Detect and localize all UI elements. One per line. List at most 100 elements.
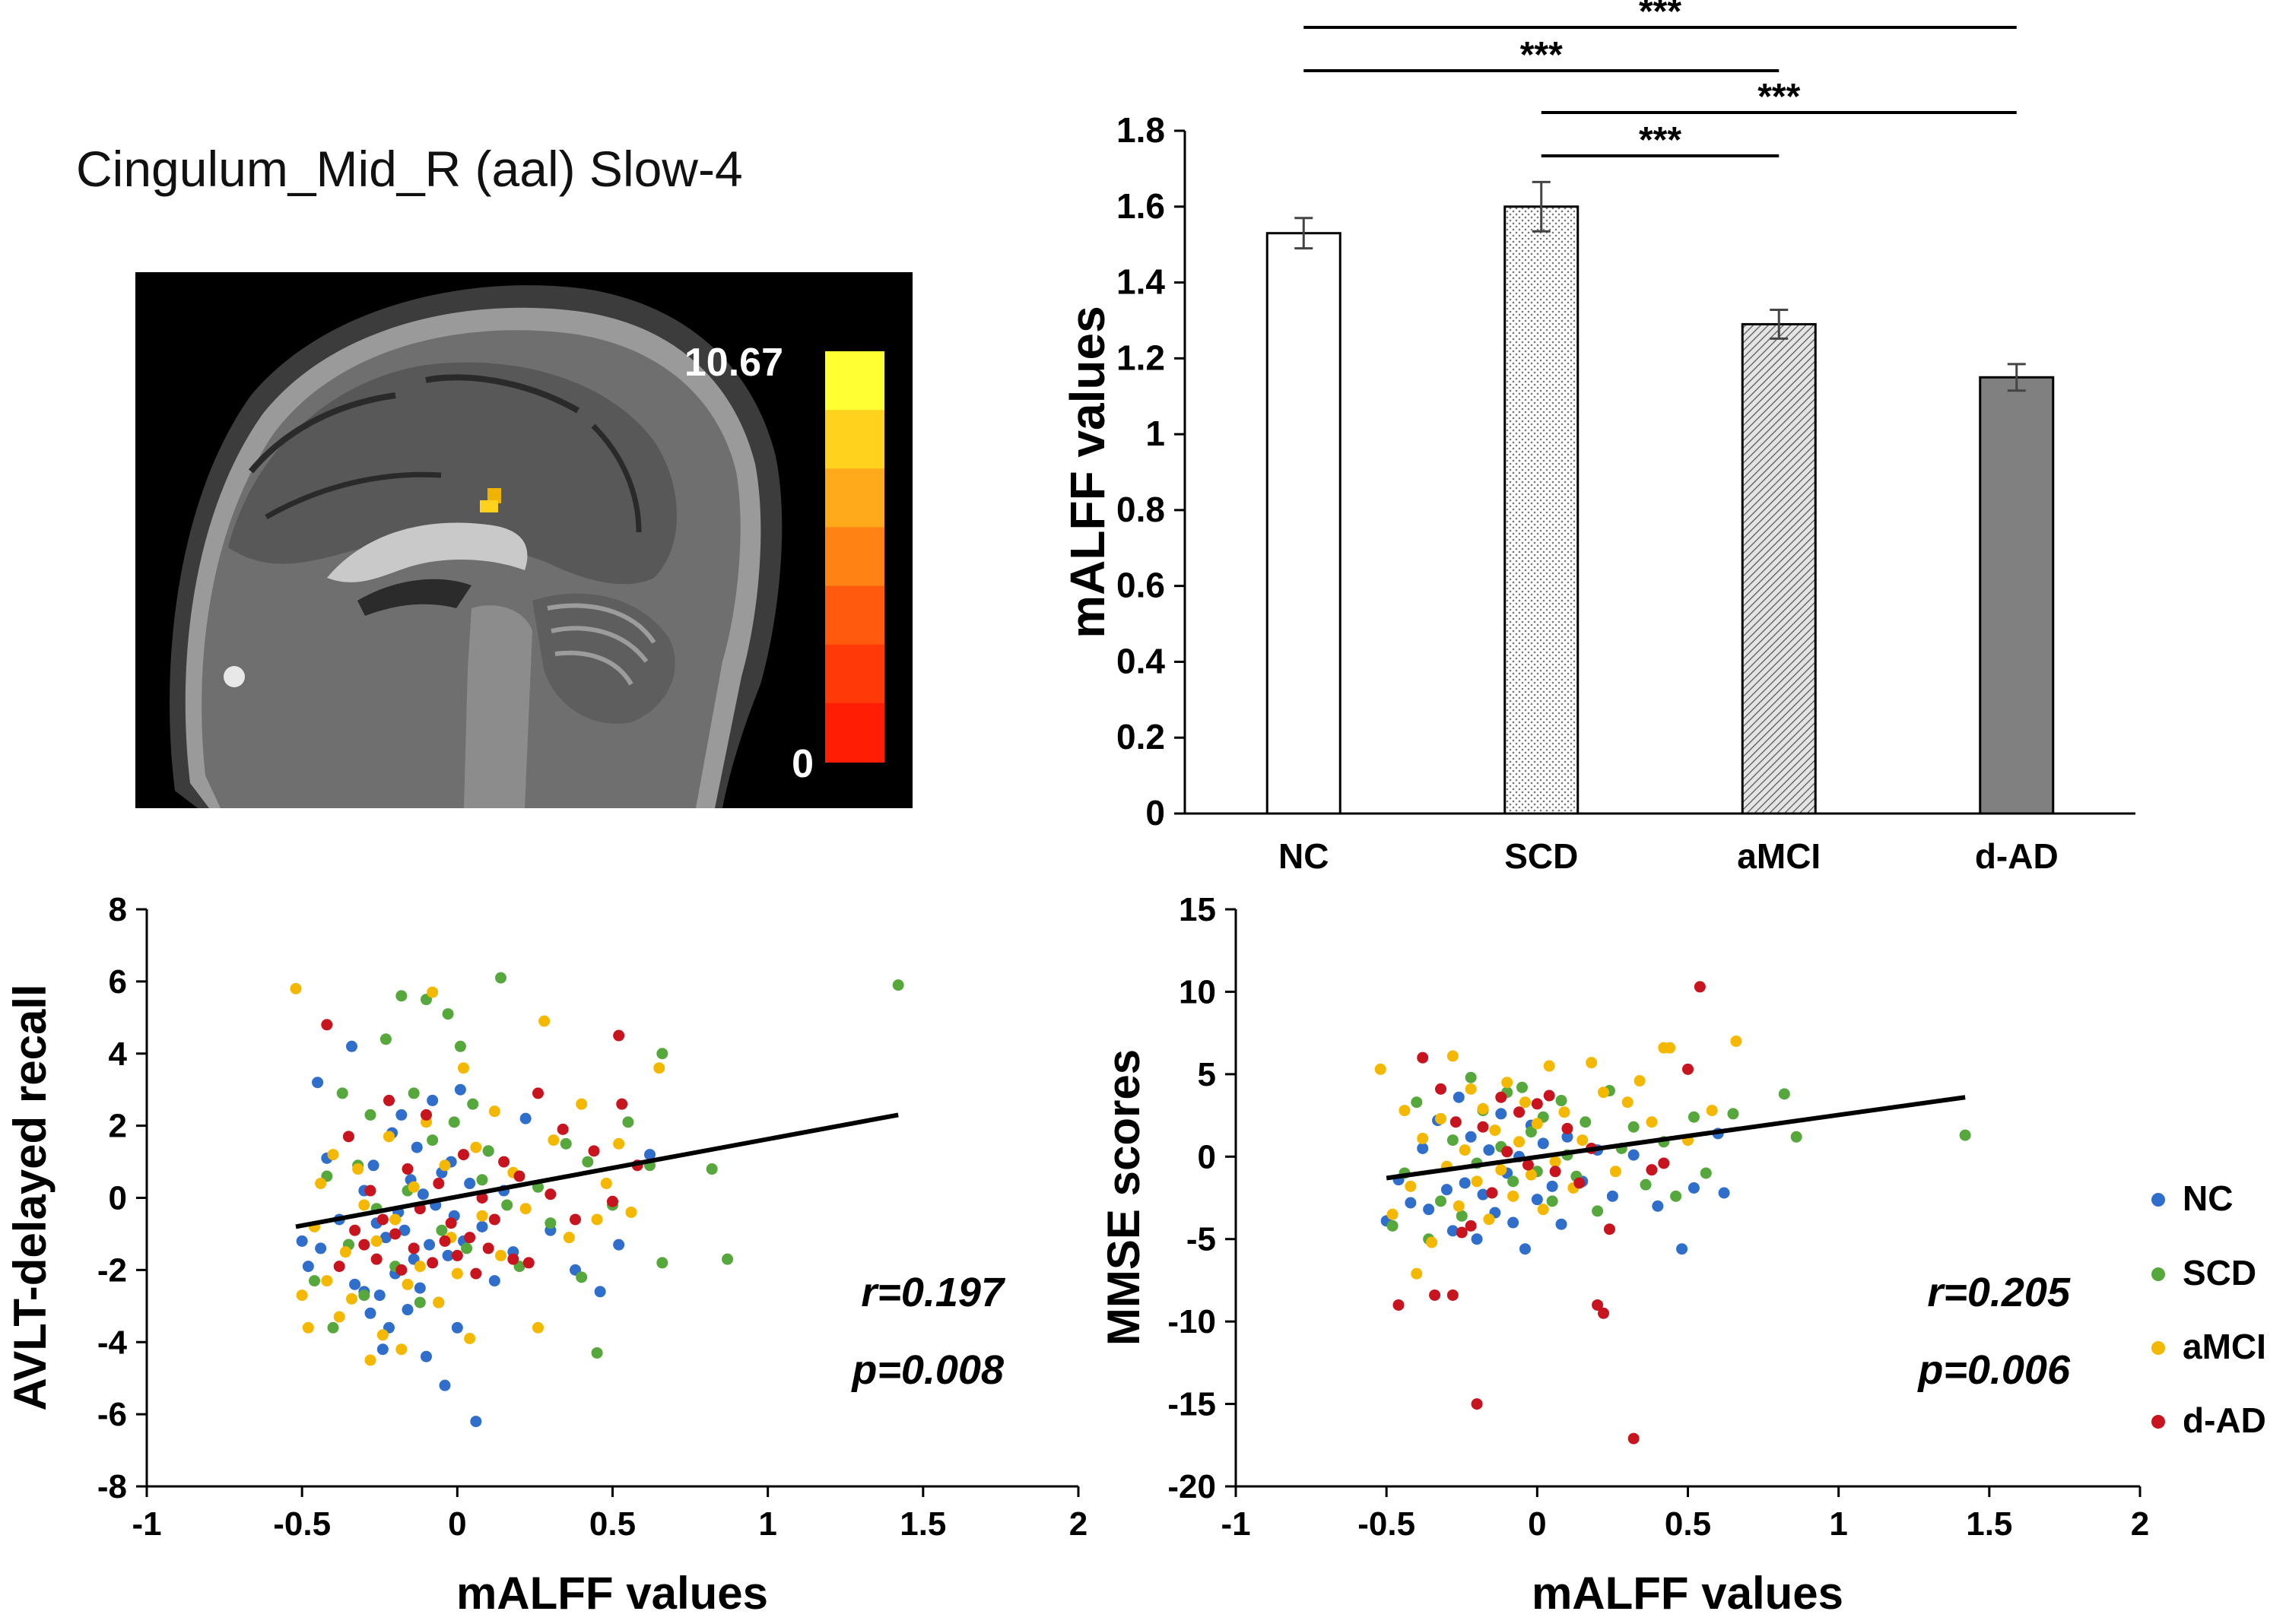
point-d-AD xyxy=(1573,1177,1586,1189)
scatter-mmse: -1 -0.5 0 0.5 1 1.5 2 -20 -15 -10 -5 0 5 10 15 r=0.205… xyxy=(1098,891,2149,1619)
point-aMCI xyxy=(1543,1060,1555,1072)
point-SCD xyxy=(545,1217,557,1229)
point-SCD xyxy=(427,1134,439,1147)
point-d-AD xyxy=(1682,1063,1694,1075)
point-d-AD xyxy=(421,1109,432,1121)
point-aMCI xyxy=(1459,1144,1471,1156)
point-aMCI xyxy=(408,1181,420,1193)
bar-y-tick-label: 0.6 xyxy=(1116,566,1165,605)
point-aMCI xyxy=(1531,1118,1543,1130)
point-d-AD xyxy=(333,1261,345,1273)
point-NC xyxy=(1507,1216,1519,1229)
y-tick-label: 15 xyxy=(1179,891,1216,928)
point-aMCI xyxy=(653,1062,665,1074)
point-aMCI xyxy=(302,1321,314,1334)
point-SCD xyxy=(476,1174,488,1186)
point-NC xyxy=(1446,1225,1459,1237)
point-SCD xyxy=(1778,1088,1790,1100)
point-NC xyxy=(1465,1131,1477,1143)
point-d-AD xyxy=(1694,981,1706,993)
point-d-AD xyxy=(349,1224,361,1236)
activation-cluster xyxy=(487,488,501,503)
colorbar xyxy=(825,351,884,763)
point-d-AD xyxy=(364,1185,376,1197)
point-NC xyxy=(1477,1188,1489,1201)
point-NC xyxy=(395,1109,408,1121)
figure-title: Cingulum_Mid_R (aal) Slow-4 xyxy=(76,141,743,197)
point-d-AD xyxy=(1522,1159,1534,1171)
significance-brackets: *** *** *** *** xyxy=(1303,0,2017,160)
point-NC xyxy=(644,1149,656,1161)
y-tick-label: 8 xyxy=(109,891,127,928)
point-SCD xyxy=(1688,1111,1700,1123)
bar-NC xyxy=(1265,232,1341,815)
avlt-points xyxy=(290,972,904,1428)
mmse-p-annotation: p=0.006 xyxy=(1916,1347,2071,1393)
mmse-y-axis-label: MMSE scores xyxy=(1098,1049,1149,1346)
point-NC xyxy=(312,1077,324,1089)
point-d-AD xyxy=(389,1228,402,1240)
x-tick-label: 0 xyxy=(448,1505,466,1543)
point-NC xyxy=(1676,1243,1688,1255)
mmse-ticks: -1 -0.5 0 0.5 1 1.5 2 -20 -15 -10 -5 0 5 10 15 xyxy=(1167,891,2149,1543)
point-SCD xyxy=(1411,1096,1423,1109)
point-aMCI xyxy=(1501,1077,1513,1089)
y-tick-label: 5 xyxy=(1198,1056,1216,1093)
point-SCD xyxy=(1580,1116,1592,1128)
category-label-NC: NC xyxy=(1278,836,1329,876)
point-SCD xyxy=(622,1116,634,1128)
x-tick-label: -0.5 xyxy=(273,1505,331,1543)
point-aMCI xyxy=(327,1149,339,1161)
point-aMCI xyxy=(439,1159,451,1172)
bar-chart: 0 0.2 0.4 0.6 0.8 1 1.2 1.4 1.6 1.8 NC SCD aMCI d-AD… xyxy=(1060,0,2135,876)
point-aMCI xyxy=(1576,1134,1589,1147)
point-aMCI xyxy=(548,1134,560,1147)
point-aMCI xyxy=(389,1213,402,1226)
point-SCD xyxy=(1627,1121,1640,1133)
point-aMCI xyxy=(1411,1267,1423,1280)
point-aMCI xyxy=(370,1235,383,1247)
mmse-fit-line xyxy=(1386,1095,1966,1181)
point-SCD xyxy=(436,1224,448,1236)
point-NC xyxy=(427,1094,439,1106)
point-aMCI xyxy=(576,1098,588,1110)
point-d-AD xyxy=(482,1242,494,1254)
point-NC xyxy=(402,1304,414,1316)
point-aMCI xyxy=(613,1137,625,1150)
point-SCD xyxy=(414,1296,426,1308)
point-aMCI xyxy=(352,1163,364,1175)
point-SCD xyxy=(408,1087,420,1099)
point-aMCI xyxy=(1507,1190,1519,1202)
point-aMCI xyxy=(1621,1096,1634,1109)
point-SCD xyxy=(656,1257,668,1269)
point-aMCI xyxy=(1519,1096,1531,1109)
y-tick-label: -8 xyxy=(97,1468,127,1505)
point-SCD xyxy=(327,1321,339,1334)
avlt-ticks: -1 -0.5 0 0.5 1 1.5 2 -8 -6 -4 -2 0 2 4 6 8 xyxy=(97,891,1087,1543)
point-NC xyxy=(411,1141,423,1153)
point-d-AD xyxy=(1646,1164,1658,1176)
point-aMCI xyxy=(321,1275,333,1287)
point-d-AD xyxy=(1501,1146,1513,1158)
point-d-AD xyxy=(588,1145,600,1157)
point-d-AD xyxy=(507,1253,519,1265)
avlt-r-annotation: r=0.197 xyxy=(861,1270,1006,1315)
category-label-aMCI: aMCI xyxy=(1737,836,1821,876)
point-NC xyxy=(398,1224,411,1236)
point-aMCI xyxy=(402,1278,414,1290)
point-d-AD xyxy=(1456,1226,1468,1239)
point-aMCI xyxy=(538,1015,551,1027)
point-aMCI xyxy=(1405,1180,1417,1192)
point-aMCI xyxy=(1399,1105,1411,1117)
point-NC xyxy=(1495,1108,1507,1120)
point-d-AD xyxy=(383,1094,395,1106)
point-SCD xyxy=(1446,1134,1459,1147)
point-d-AD xyxy=(532,1087,544,1099)
point-NC xyxy=(302,1261,314,1273)
point-aMCI xyxy=(600,1178,612,1190)
point-aMCI xyxy=(1730,1035,1742,1047)
legend-label-d-AD: d-AD xyxy=(2183,1400,2266,1440)
colorbar-step xyxy=(825,703,884,763)
colorbar-min-label: 0 xyxy=(792,742,814,786)
